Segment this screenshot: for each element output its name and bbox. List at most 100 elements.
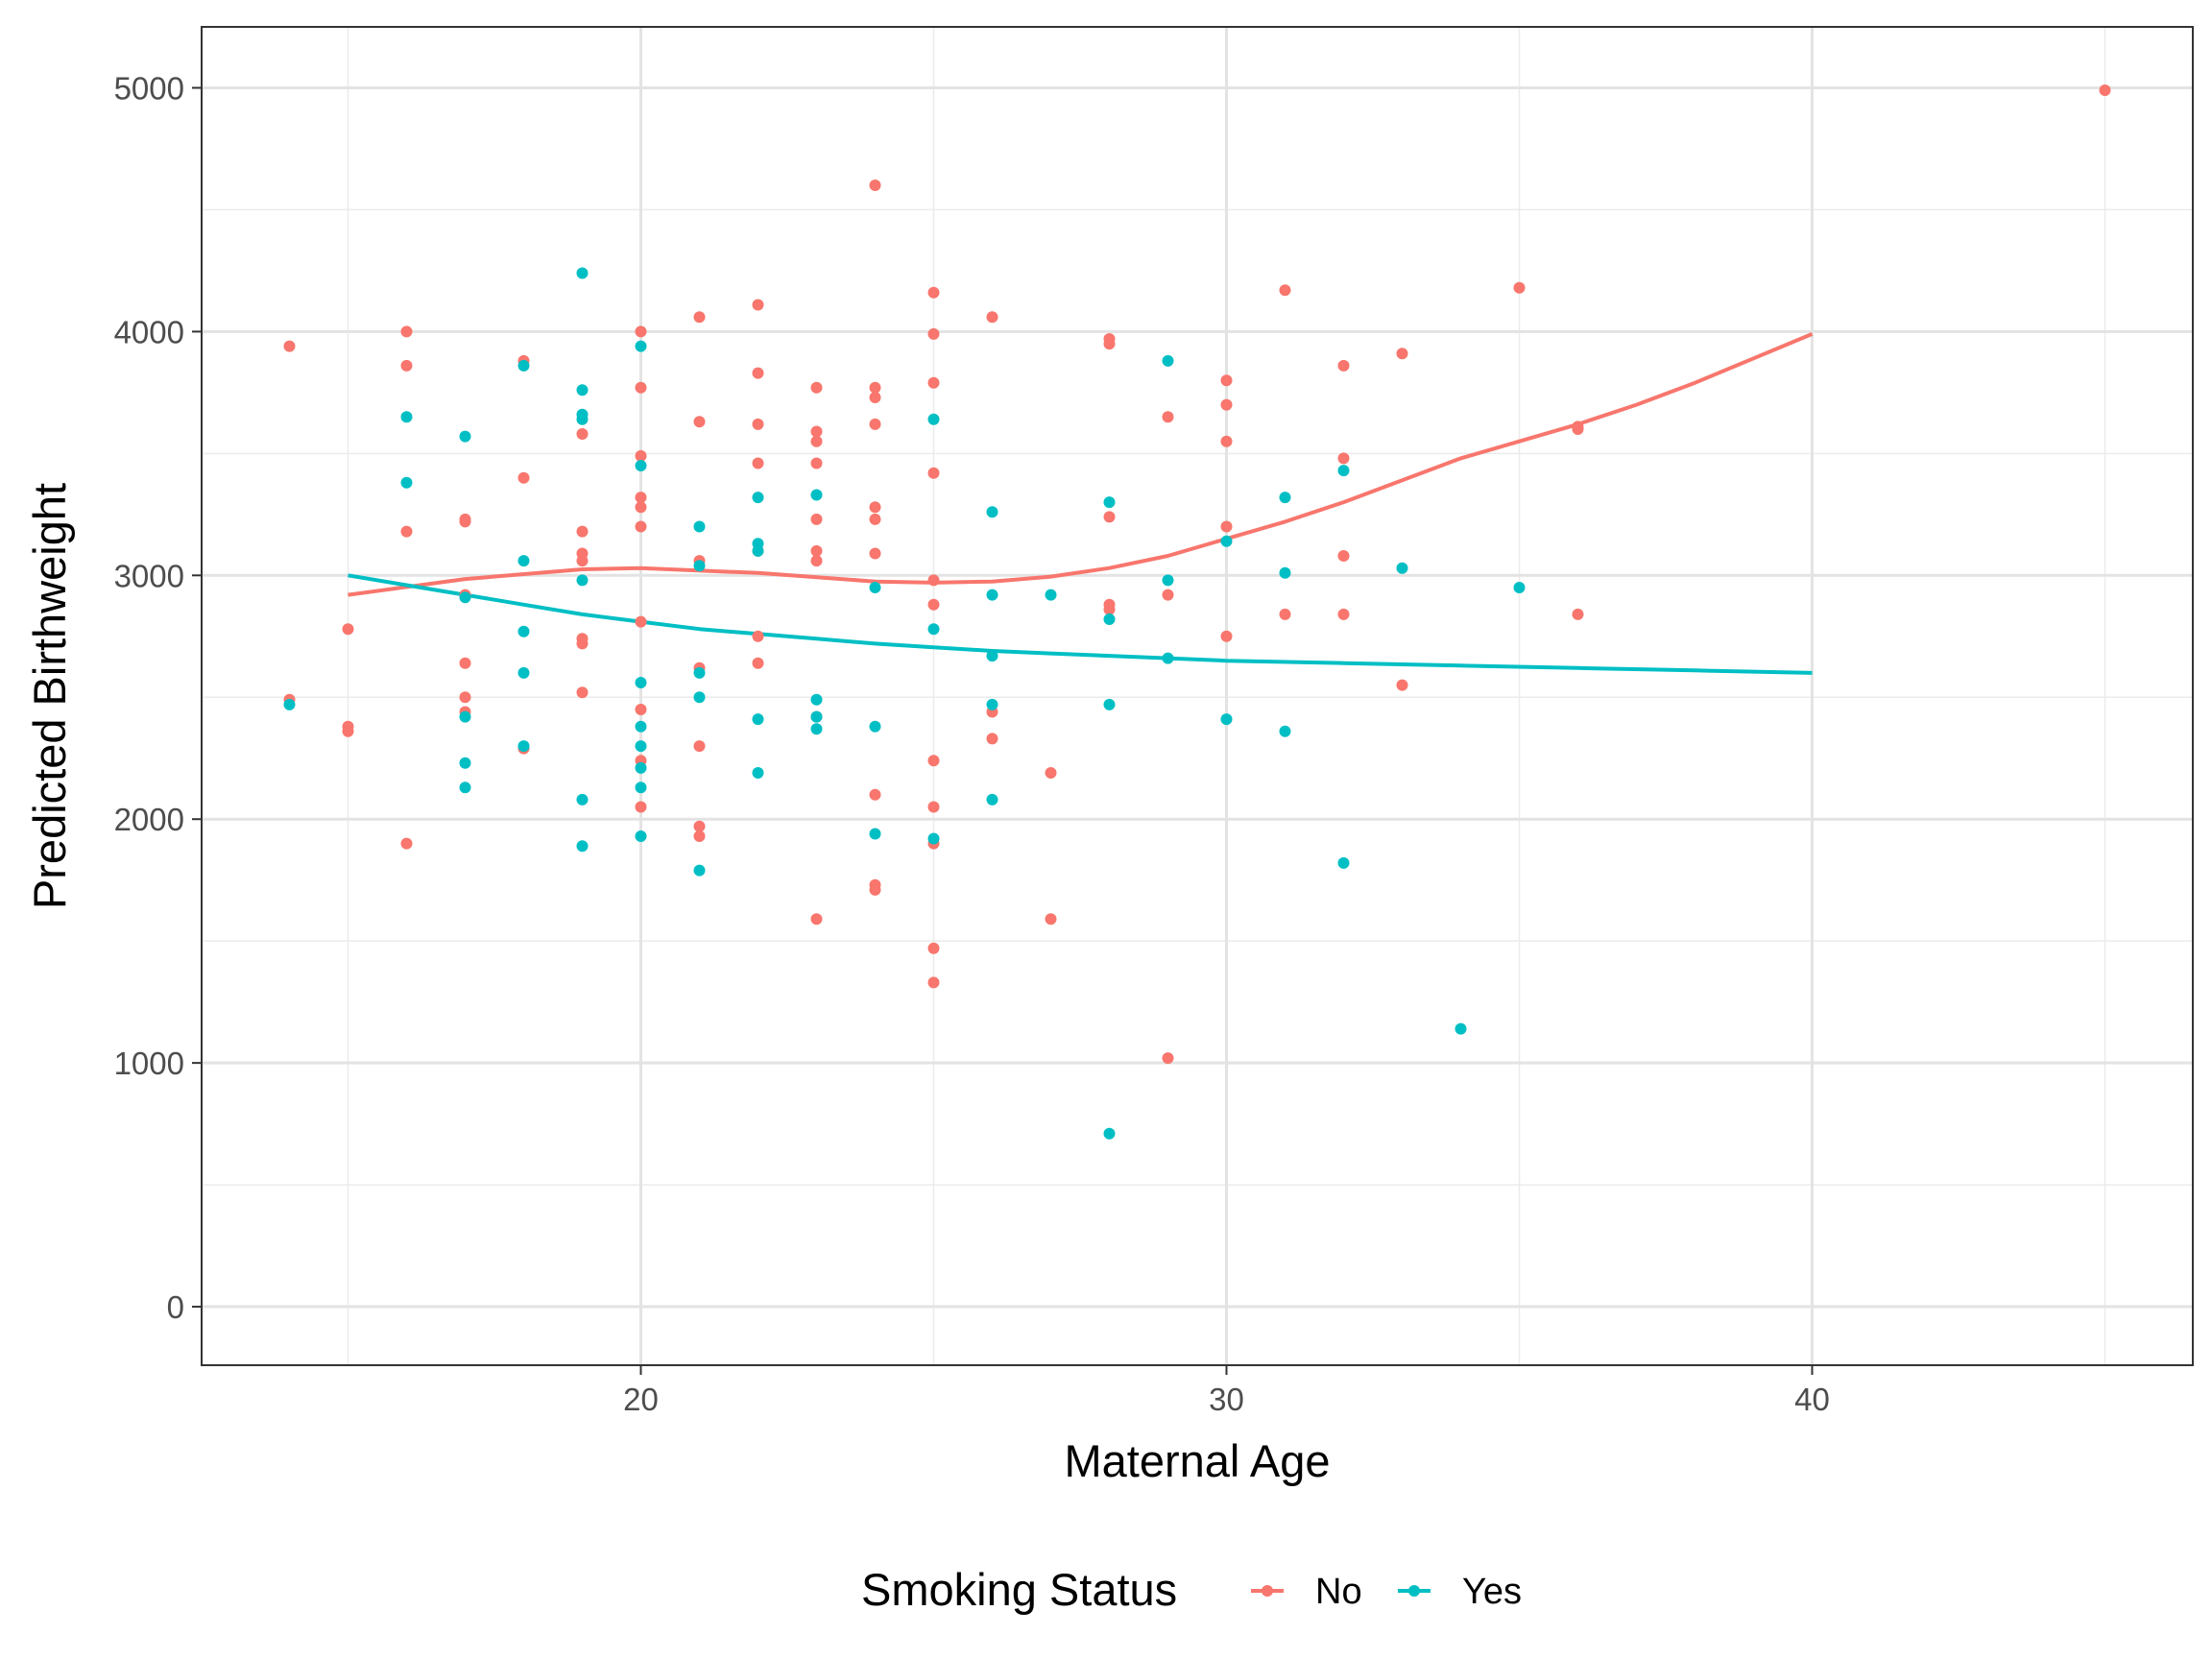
- data-point-yes: [517, 666, 530, 679]
- data-point-no: [810, 435, 823, 447]
- plot-panel-background: [202, 27, 2193, 1365]
- legend-label-no: No: [1315, 1572, 1362, 1612]
- data-point-yes: [1162, 574, 1174, 587]
- data-point-no: [459, 513, 471, 525]
- data-point-yes: [517, 625, 530, 637]
- data-point-no: [1279, 608, 1291, 620]
- data-point-no: [342, 725, 354, 737]
- data-point-yes: [400, 476, 413, 489]
- data-point-yes: [810, 710, 823, 723]
- y-axis: 0 1000 2000 3000 4000 5000: [114, 70, 202, 1325]
- data-point-no: [459, 691, 471, 704]
- data-point-no: [927, 286, 940, 299]
- data-point-no: [752, 367, 764, 379]
- data-point-yes: [459, 591, 471, 604]
- data-point-yes: [635, 740, 647, 753]
- data-point-no: [400, 525, 413, 538]
- legend-label-yes: Yes: [1462, 1572, 1522, 1612]
- data-point-no: [986, 733, 998, 745]
- data-point-no: [1162, 1052, 1174, 1065]
- data-point-no: [635, 449, 647, 462]
- data-point-yes: [576, 840, 589, 853]
- minor-gridlines: [202, 27, 2193, 1365]
- data-point-no: [810, 425, 823, 438]
- data-point-yes: [1220, 535, 1233, 547]
- data-point-no: [1220, 374, 1233, 387]
- data-point-no: [1162, 411, 1174, 423]
- data-point-no: [810, 555, 823, 567]
- data-point-no: [986, 311, 998, 324]
- data-point-no: [1220, 520, 1233, 533]
- data-point-yes: [635, 761, 647, 774]
- data-point-no: [1279, 284, 1291, 297]
- x-axis-title: Maternal Age: [1065, 1435, 1331, 1486]
- y-tick-label: 5000: [114, 70, 184, 106]
- data-point-no: [635, 492, 647, 504]
- data-point-yes: [927, 623, 940, 636]
- data-point-yes: [1103, 496, 1116, 509]
- data-point-no: [869, 381, 881, 394]
- data-point-no: [810, 913, 823, 926]
- x-tick-label: 20: [623, 1382, 659, 1417]
- data-point-yes: [1045, 589, 1057, 601]
- y-tick-label: 3000: [114, 558, 184, 593]
- data-point-yes: [693, 864, 706, 877]
- data-point-yes: [810, 693, 823, 706]
- data-point-yes: [752, 544, 764, 557]
- data-point-no: [1337, 550, 1350, 562]
- data-point-no: [810, 381, 823, 394]
- data-point-no: [927, 574, 940, 587]
- data-point-yes: [693, 520, 706, 533]
- data-point-no: [1572, 608, 1584, 620]
- data-point-no: [576, 686, 589, 699]
- data-point-no: [342, 623, 354, 636]
- data-point-no: [635, 801, 647, 813]
- data-point-yes: [1279, 725, 1291, 737]
- data-point-yes: [459, 781, 471, 794]
- data-point-yes: [927, 413, 940, 425]
- data-point-no: [1220, 435, 1233, 447]
- data-point-no: [1337, 359, 1350, 372]
- data-point-yes: [283, 698, 296, 710]
- data-point-no: [635, 615, 647, 628]
- data-point-no: [635, 501, 647, 514]
- data-point-yes: [986, 650, 998, 662]
- x-axis: 20 30 40: [623, 1365, 1830, 1417]
- data-point-yes: [400, 411, 413, 423]
- data-point-yes: [927, 832, 940, 845]
- data-point-yes: [986, 698, 998, 710]
- data-point-no: [693, 311, 706, 324]
- data-point-no: [1103, 338, 1116, 350]
- data-point-no: [635, 704, 647, 715]
- data-point-yes: [576, 574, 589, 587]
- data-point-yes: [1103, 1127, 1116, 1140]
- data-point-yes: [869, 720, 881, 733]
- y-tick-label: 0: [167, 1289, 184, 1325]
- data-point-no: [1103, 603, 1116, 615]
- data-point-yes: [693, 691, 706, 704]
- data-point-no: [459, 657, 471, 669]
- data-point-yes: [752, 767, 764, 779]
- data-point-no: [927, 976, 940, 989]
- data-point-no: [927, 376, 940, 389]
- x-tick-label: 30: [1209, 1382, 1244, 1417]
- data-point-no: [1103, 511, 1116, 523]
- data-point-yes: [635, 781, 647, 794]
- data-point-yes: [576, 384, 589, 397]
- data-point-no: [927, 801, 940, 813]
- data-point-no: [576, 525, 589, 538]
- data-point-yes: [1337, 856, 1350, 869]
- data-point-no: [1162, 589, 1174, 601]
- data-point-no: [576, 428, 589, 440]
- data-point-yes: [1279, 492, 1291, 504]
- data-point-yes: [517, 359, 530, 372]
- data-point-yes: [1396, 562, 1408, 574]
- data-point-no: [927, 755, 940, 767]
- data-point-yes: [810, 723, 823, 735]
- data-point-no: [635, 381, 647, 394]
- data-point-no: [752, 299, 764, 311]
- data-point-yes: [576, 413, 589, 425]
- data-point-no: [576, 555, 589, 567]
- data-point-no: [400, 837, 413, 850]
- data-point-yes: [752, 492, 764, 504]
